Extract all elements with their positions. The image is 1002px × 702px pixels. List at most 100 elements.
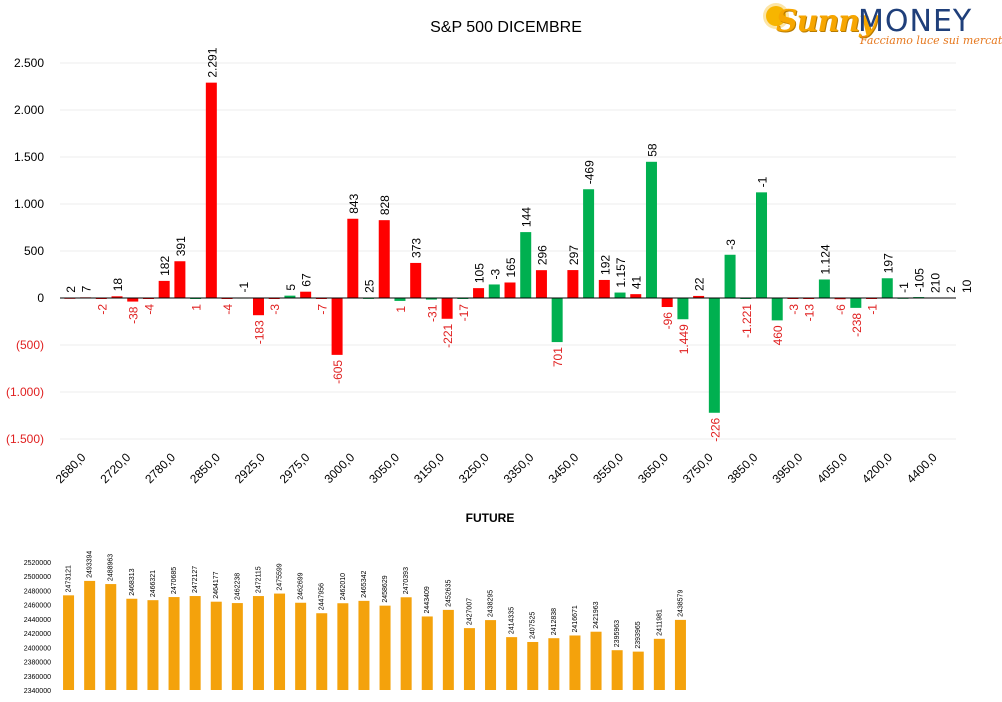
data-label: 1 [394,306,408,313]
put-bar [614,292,626,298]
data-label: 10 [960,279,974,293]
data-label: 297 [567,245,581,265]
future-data-label: 2447956 [319,583,326,610]
future-data-label: 2462699 [298,572,305,599]
future-bar [506,637,518,690]
data-label: -469 [583,160,597,184]
data-label: 296 [535,245,549,265]
data-label: -2 [95,304,109,315]
y-tick-label: 2.500 [14,56,44,70]
data-label: -238 [850,313,864,337]
data-label: 25 [363,279,377,293]
put-bar [850,298,862,308]
future-data-label: 2421963 [593,601,600,628]
put-bar [488,284,500,298]
future-data-label: 2395963 [614,620,621,647]
call-bar [347,218,359,298]
future-y-tick-label: 2480000 [24,588,51,595]
future-bar [274,593,286,690]
data-label: 460 [771,325,785,345]
data-label: 5 [284,284,298,291]
call-bar [661,298,673,308]
y-tick-label: 500 [24,244,44,258]
put-bar [756,192,768,298]
data-label: 197 [881,253,895,273]
future-bar [126,598,138,690]
call-bar [378,220,390,298]
call-bar [630,294,642,298]
data-label: -3 [488,268,502,279]
future-bar [295,602,307,690]
future-bar [63,595,75,690]
call-bar [693,295,705,298]
call-bar [473,288,485,298]
chart-title: S&P 500 DICEMBRE [430,19,582,36]
put-bar [520,232,532,298]
call-bar [535,270,547,298]
data-label: -6 [834,304,848,315]
future-data-label: 2407525 [530,612,537,639]
sunny-money-logo: Sunny MONEY Facciamo luce sui mercati [762,4,1002,48]
future-bar [189,596,201,690]
y-tick-label: (1.500) [6,432,44,446]
put-bar [881,278,893,298]
future-bar [485,620,497,690]
future-bar [168,597,180,690]
call-bar [300,291,312,298]
future-data-label: 2462238 [234,573,241,600]
future-data-label: 2462010 [340,573,347,600]
data-label: -3 [724,239,738,250]
logo-tagline: Facciamo luce sui mercati [860,34,1002,47]
future-title: FUTURE [466,511,515,525]
future-data-label: 2472115 [255,566,262,593]
future-data-label: 2468313 [129,568,136,595]
data-label: 391 [174,236,188,256]
data-label: 2.291 [205,47,219,77]
data-label: -4 [221,304,235,315]
data-label: -221 [441,323,455,347]
call-bar [331,298,343,355]
future-bar [463,628,475,690]
future-y-tick-label: 2500000 [24,574,51,581]
put-bar [551,298,563,343]
call-bar [441,298,453,319]
call-bar [174,261,186,298]
data-label: 701 [551,347,565,367]
put-bar [708,298,720,413]
future-data-label: 2438579 [677,590,684,617]
future-bar [611,650,623,690]
data-label: 165 [504,257,518,277]
data-label: 67 [300,273,314,287]
future-data-label: 2493394 [87,551,94,578]
future-y-tick-label: 2460000 [24,603,51,610]
put-bar [771,298,783,321]
call-bar [410,262,422,298]
sun-icon [766,6,786,26]
data-label: 18 [111,278,125,292]
data-label: 1.157 [614,257,628,287]
call-bar [834,298,846,300]
future-bar [442,609,454,690]
data-label: -1.221 [740,304,754,338]
data-label: -17 [457,304,471,322]
future-bar [358,600,370,690]
future-data-label: 2464177 [213,571,220,598]
call-bar [567,270,579,298]
put-bar [724,254,736,298]
data-label: -105 [913,268,927,292]
data-label: -4 [142,304,156,315]
future-bar [653,638,665,690]
future-data-label: 2473121 [66,565,73,592]
data-label: 828 [378,195,392,215]
future-bar [210,601,222,690]
future-y-tick-label: 2340000 [24,688,51,695]
future-bar [674,619,686,690]
future-data-label: 2427007 [466,598,473,625]
future-bar [527,641,539,690]
data-label: 1.449 [677,324,691,354]
future-data-label: 2416671 [572,605,579,632]
future-data-label: 2466321 [150,570,157,597]
data-label: 2 [64,286,78,293]
future-bar [84,580,96,690]
